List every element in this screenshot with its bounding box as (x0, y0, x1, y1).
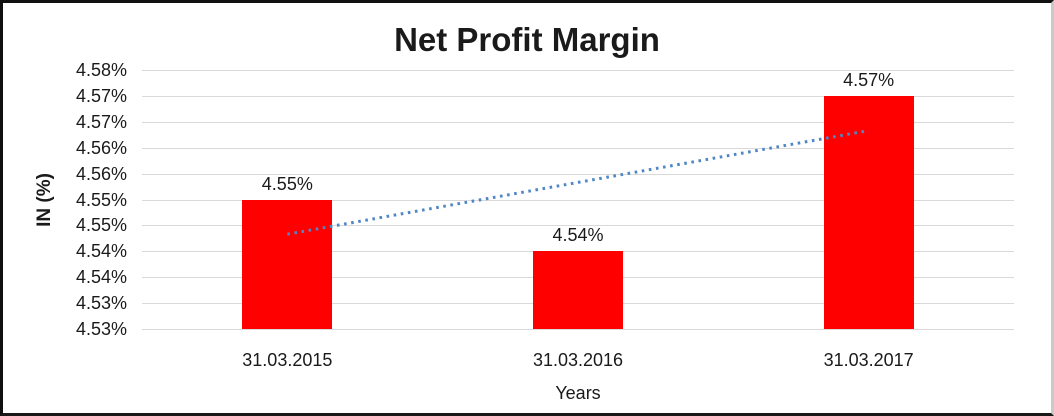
gridline (142, 147, 1014, 149)
y-tick-label: 4.57% (75, 111, 127, 132)
plot-area: 4.55% 4.54% 4.57% (142, 69, 1014, 330)
x-tick-label: 31.03.2016 (532, 350, 624, 370)
y-tick-label: 4.55% (75, 215, 127, 236)
bar-value-label: 4.57% (843, 69, 895, 90)
chart-title: Net Profit Margin (394, 21, 660, 58)
bar-31.03.2015 (242, 199, 333, 329)
bar-31.03.2017 (823, 95, 914, 329)
gridline (142, 199, 1014, 201)
y-tick-label: 4.55% (75, 189, 127, 210)
gridline (142, 70, 1014, 71)
bar-value-label: 4.55% (261, 173, 313, 194)
x-tick-label: 31.03.2017 (823, 350, 914, 370)
y-tick-label: 4.53% (75, 319, 127, 339)
bar-31.03.2016 (533, 251, 623, 329)
x-tick-label: 31.03.2015 (242, 350, 333, 370)
bar-value-label: 4.54% (552, 225, 604, 246)
x-axis-title: Years (555, 383, 601, 403)
y-tick-label: 4.54% (75, 241, 127, 262)
gridline (142, 329, 1014, 330)
y-tick-label: 4.56% (75, 163, 127, 184)
gridline (142, 225, 1014, 227)
y-tick-label: 4.54% (75, 267, 127, 288)
y-tick-label: 4.53% (75, 293, 127, 314)
trendline (287, 129, 869, 236)
gridline (142, 95, 1014, 97)
gridline (142, 173, 1014, 175)
y-tick-label: 4.57% (75, 85, 127, 106)
y-tick-label: 4.58% (75, 60, 127, 80)
gridline (142, 121, 1014, 123)
y-tick-label: 4.56% (75, 137, 127, 158)
